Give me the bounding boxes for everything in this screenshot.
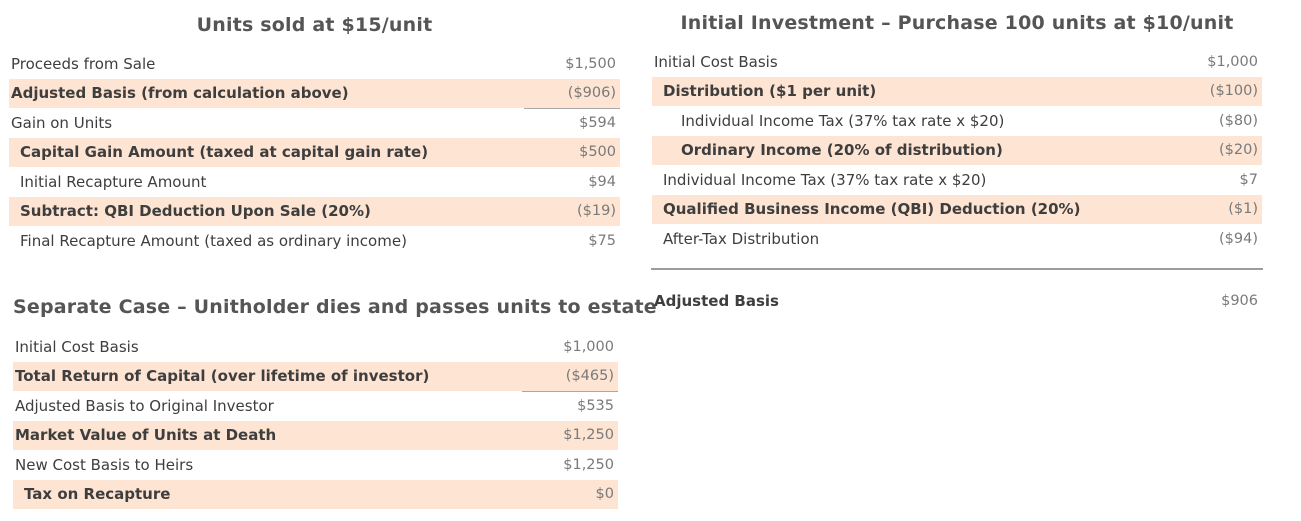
- adjusted-basis-row: Adjusted Basis $906: [652, 286, 1262, 316]
- row-label: After-Tax Distribution: [663, 229, 820, 248]
- table-row: Ordinary Income (20% of distribution) ($…: [652, 135, 1262, 165]
- table-row: Gain on Units $594: [9, 108, 620, 138]
- row-label: Individual Income Tax (37% tax rate x $2…: [663, 170, 987, 189]
- adjusted-basis-panel: Adjusted Basis $906: [652, 286, 1262, 316]
- table-row: Adjusted Basis (from calculation above) …: [9, 78, 620, 109]
- row-label: Adjusted Basis (from calculation above): [11, 84, 349, 103]
- row-value: ($20): [1219, 142, 1258, 159]
- row-value: $535: [577, 397, 614, 414]
- table-row: Initial Recapture Amount $94: [9, 167, 620, 197]
- separate-case-title: Separate Case – Unitholder dies and pass…: [13, 296, 657, 318]
- row-label: Capital Gain Amount (taxed at capital ga…: [20, 143, 429, 162]
- row-value: ($80): [1219, 112, 1258, 129]
- row-label: Adjusted Basis: [654, 291, 779, 310]
- table-row: Subtract: QBI Deduction Upon Sale (20%) …: [9, 196, 620, 226]
- row-label: Initial Cost Basis: [654, 52, 778, 71]
- row-label: Qualified Business Income (QBI) Deductio…: [663, 200, 1081, 219]
- row-label: Subtract: QBI Deduction Upon Sale (20%): [20, 202, 371, 221]
- row-value: $906: [1221, 292, 1258, 309]
- row-value: $1,250: [563, 427, 614, 444]
- table-row: Distribution ($1 per unit) ($100): [652, 76, 1262, 106]
- table-row: Initial Cost Basis $1,000: [652, 47, 1262, 77]
- table-row: Tax on Recapture $0: [13, 479, 618, 509]
- table-row: New Cost Basis to Heirs $1,250: [13, 450, 618, 480]
- initial-investment-table: Initial Cost Basis $1,000 Distribution (…: [652, 47, 1262, 254]
- units-sold-panel: Units sold at $15/unit Proceeds from Sal…: [9, 10, 620, 256]
- row-label: Initial Recapture Amount: [20, 172, 207, 191]
- table-row: Market Value of Units at Death $1,250: [13, 420, 618, 450]
- row-value: ($19): [577, 203, 616, 220]
- row-label: Individual Income Tax (37% tax rate x $2…: [681, 111, 1005, 130]
- table-row: Proceeds from Sale $1,500: [9, 49, 620, 79]
- row-value: $1,250: [563, 456, 614, 473]
- row-label: Total Return of Capital (over lifetime o…: [15, 367, 430, 386]
- row-value: $500: [579, 144, 616, 161]
- table-row: Final Recapture Amount (taxed as ordinar…: [9, 226, 620, 256]
- row-value: $75: [588, 232, 616, 249]
- row-label: New Cost Basis to Heirs: [15, 455, 194, 474]
- row-label: Market Value of Units at Death: [15, 426, 277, 445]
- units-sold-title: Units sold at $15/unit: [196, 14, 433, 36]
- row-label: Tax on Recapture: [24, 485, 171, 504]
- row-label: Proceeds from Sale: [11, 54, 156, 73]
- row-value: $1,500: [565, 55, 616, 72]
- table-row: Initial Cost Basis $1,000: [13, 332, 618, 362]
- separate-case-panel: Separate Case – Unitholder dies and pass…: [13, 292, 657, 509]
- row-value: ($465): [565, 368, 614, 385]
- row-value: $1,000: [1207, 53, 1258, 70]
- table-row: Adjusted Basis to Original Investor $535: [13, 391, 618, 421]
- row-value: $94: [588, 173, 616, 190]
- table-row: Individual Income Tax (37% tax rate x $2…: [652, 165, 1262, 195]
- initial-investment-title: Initial Investment – Purchase 100 units …: [680, 12, 1234, 34]
- row-value: $0: [595, 486, 614, 503]
- table-row: Total Return of Capital (over lifetime o…: [13, 361, 618, 392]
- row-label: Distribution ($1 per unit): [663, 82, 877, 101]
- separate-case-table: Initial Cost Basis $1,000 Total Return o…: [13, 332, 618, 509]
- row-value: $1,000: [563, 338, 614, 355]
- row-value: $594: [579, 114, 616, 131]
- units-sold-table: Proceeds from Sale $1,500 Adjusted Basis…: [9, 49, 620, 256]
- table-row: Individual Income Tax (37% tax rate x $2…: [652, 106, 1262, 136]
- row-label: Adjusted Basis to Original Investor: [15, 396, 274, 415]
- row-label: Ordinary Income (20% of distribution): [681, 141, 1003, 160]
- table-row: Capital Gain Amount (taxed at capital ga…: [9, 137, 620, 167]
- row-label: Gain on Units: [11, 113, 113, 132]
- row-value: ($100): [1209, 83, 1258, 100]
- row-value: ($1): [1228, 201, 1258, 218]
- row-value: $7: [1239, 171, 1258, 188]
- row-label: Initial Cost Basis: [15, 337, 139, 356]
- table-row: After-Tax Distribution ($94): [652, 224, 1262, 254]
- row-value: ($906): [567, 85, 616, 102]
- table-row: Qualified Business Income (QBI) Deductio…: [652, 194, 1262, 224]
- initial-investment-panel: Initial Investment – Purchase 100 units …: [652, 8, 1262, 254]
- row-value: ($94): [1219, 230, 1258, 247]
- row-label: Final Recapture Amount (taxed as ordinar…: [20, 231, 407, 250]
- section-divider: [651, 268, 1263, 270]
